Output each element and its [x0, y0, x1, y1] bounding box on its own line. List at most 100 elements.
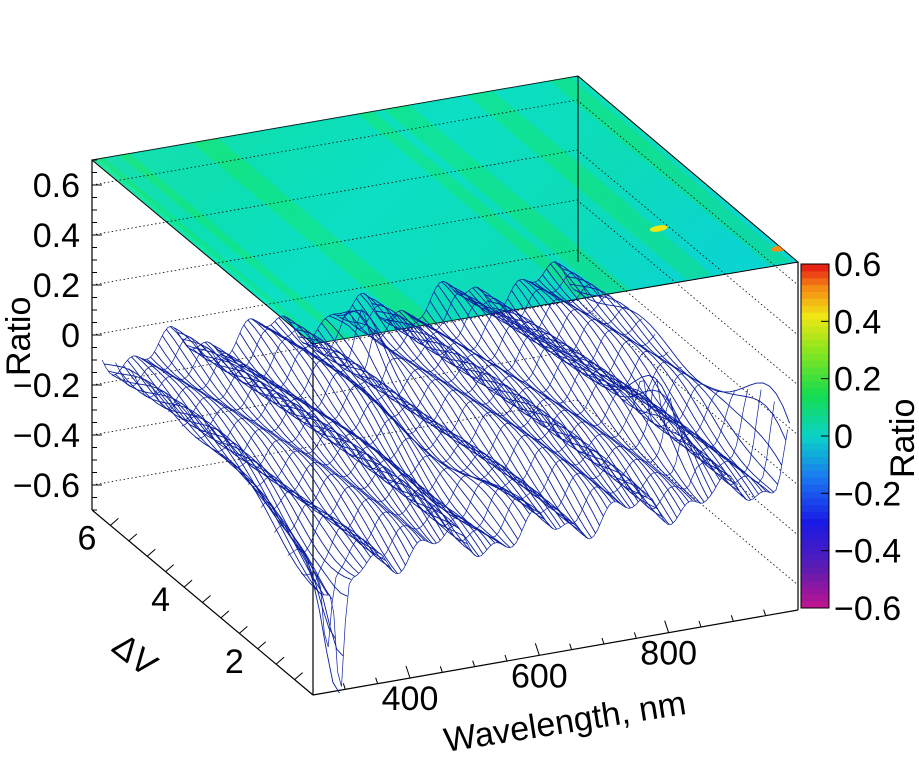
axis-ticks: [92, 159, 767, 690]
x-tick: [375, 677, 379, 684]
colorbar-step: [801, 504, 829, 513]
colorbar-step: [801, 387, 829, 396]
projection-cell: [258, 129, 486, 316]
y-tick-label: 4: [151, 581, 170, 619]
colorbar-tick-label: −0.4: [834, 533, 901, 571]
projection-cell: [512, 85, 739, 272]
colorbar-step: [801, 305, 829, 313]
grid-line: [576, 249, 799, 436]
projection-cell: [553, 78, 780, 265]
colorbar-step: [801, 298, 829, 306]
x-tick: [472, 660, 476, 667]
projection-cell: [414, 102, 641, 289]
projection-cell: [212, 138, 439, 324]
projection-cell: [357, 112, 584, 299]
surface-line: [300, 401, 775, 648]
z-tick-label: 0.6: [33, 167, 80, 205]
surface-line: [207, 361, 682, 469]
projection-cell: [253, 130, 480, 317]
projection-cell: [424, 100, 651, 287]
projection-cell: [108, 156, 335, 343]
colorbar-step: [801, 408, 829, 416]
colorbar: −0.6 −0.4 −0.2 0 0.2 0.4 0.6 Ratio: [800, 246, 919, 628]
projection-cell: [119, 154, 346, 341]
colorbar-tick-label: −0.2: [834, 475, 901, 513]
x-tick: [534, 643, 540, 656]
y-tick: [128, 533, 138, 542]
grid-line: [576, 99, 799, 286]
projection-cell: [403, 104, 630, 291]
y-tick: [202, 595, 211, 603]
x-axis-tick-labels: 400 600 800: [382, 635, 697, 718]
z-tick-label: −0.2: [13, 367, 80, 405]
projection-cell: [232, 134, 460, 321]
y-tick: [257, 641, 267, 650]
projection-cell: [295, 123, 522, 310]
colorbar-step: [801, 325, 829, 334]
projection-cell: [139, 150, 367, 337]
colorbar-step: [801, 394, 829, 403]
colorbar-step: [801, 552, 829, 561]
y-axis-tick-labels: 2 4 6: [77, 519, 243, 680]
projection-cell: [176, 144, 403, 331]
projection-cell: [191, 141, 418, 328]
y-tick: [110, 518, 119, 526]
colorbar-tick-label: 0.4: [834, 303, 881, 341]
projection-cell: [320, 118, 548, 305]
surface-line: [227, 355, 441, 541]
x-tick-label: 400: [382, 680, 439, 718]
projection-cell: [377, 109, 604, 295]
surface-line: [127, 359, 340, 694]
projection-cell: [243, 132, 470, 319]
surface-line: [557, 262, 771, 494]
projection-cell: [196, 140, 423, 327]
colorbar-step: [801, 518, 829, 526]
colorbar-step: [801, 559, 829, 568]
projection-cell: [543, 79, 770, 266]
colorbar-step: [801, 291, 829, 299]
y-axis-title: ΔV: [105, 626, 164, 684]
projection-cell: [145, 149, 372, 336]
x-tick: [763, 609, 767, 616]
projection-cell: [429, 99, 656, 286]
projection-cell: [558, 77, 786, 264]
z-tick-label: −0.6: [13, 467, 80, 505]
surface-line: [221, 372, 696, 481]
colorbar-step: [801, 511, 829, 520]
surface-line: [287, 389, 762, 584]
surface-line: [154, 306, 629, 421]
colorbar-step: [801, 319, 829, 327]
surface-line: [530, 281, 744, 498]
surface-line: [286, 316, 499, 544]
colorbar-step: [801, 532, 829, 540]
colorbar-step: [801, 442, 829, 451]
colorbar-step: [801, 353, 829, 361]
surface-line: [573, 289, 787, 441]
surface-line: [274, 389, 749, 553]
surface-line: [101, 261, 576, 376]
projection-cell: [445, 97, 672, 284]
surface-line: [398, 310, 612, 504]
y-tick: [165, 564, 174, 573]
projection-cell: [124, 153, 351, 340]
y-tick: [275, 656, 285, 665]
y-tick: [294, 672, 303, 680]
projection-cell: [569, 76, 796, 262]
surface-line: [534, 281, 748, 501]
projection-cell: [264, 128, 491, 315]
colorbar-step: [801, 546, 829, 554]
x-tick-label: 600: [511, 657, 568, 695]
projection-cell: [564, 76, 791, 263]
projection-cell: [217, 137, 444, 324]
colorbar-step: [801, 422, 829, 430]
projection-cell: [326, 118, 553, 304]
surface-line: [141, 295, 616, 409]
colorbar-step: [801, 484, 829, 492]
projection-cell: [501, 87, 729, 274]
projection-cell: [455, 95, 682, 282]
projection-cell: [284, 125, 511, 312]
projection-cell: [367, 110, 594, 297]
projection-cell: [310, 120, 537, 307]
z-tick-label: −0.4: [13, 417, 80, 455]
